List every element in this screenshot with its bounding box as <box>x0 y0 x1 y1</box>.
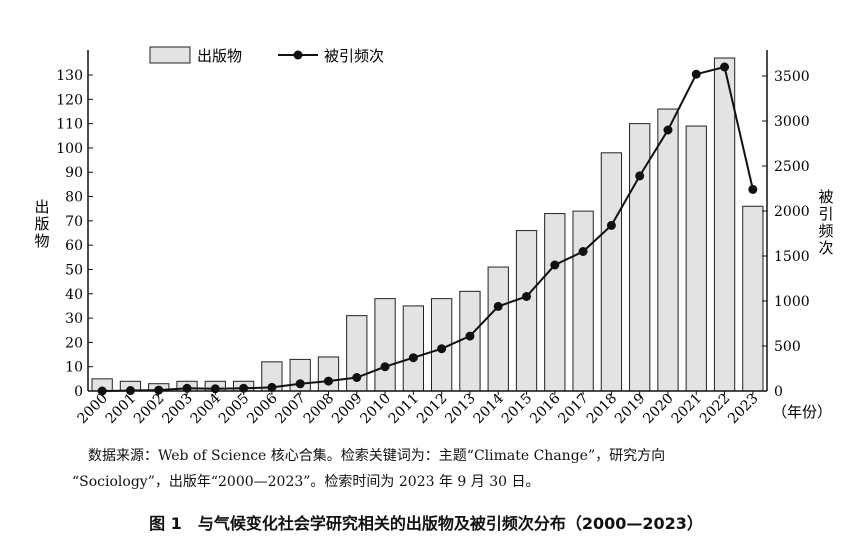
right-tick-label: 1000 <box>774 294 810 310</box>
left-tick-label: 10 <box>65 360 83 376</box>
line-point <box>323 376 333 386</box>
left-tick-label: 130 <box>56 68 83 84</box>
line-point <box>493 301 503 311</box>
left-tick-label: 0 <box>74 384 83 400</box>
bar <box>515 230 538 392</box>
bar <box>459 290 481 392</box>
right-axis-label-char: 引 <box>818 205 833 223</box>
line-point <box>295 379 305 389</box>
x-tick-label: 2014 <box>471 390 508 427</box>
line-point <box>267 382 277 392</box>
right-tick-label: 500 <box>774 339 801 355</box>
bar <box>657 108 679 392</box>
right-tick-label: 3000 <box>774 114 810 130</box>
figure-caption: 图 1 与气候变化社会学研究相关的出版物及被引频次分布（2000—2023） <box>149 514 703 533</box>
line-point <box>606 220 616 230</box>
line-point <box>578 247 588 256</box>
x-tick-label: 2011 <box>386 391 423 428</box>
source-note-line-2: “Sociology”，出版年“2000—2023”。检索时间为 2023 年 … <box>72 474 540 490</box>
x-tick-label: 2023 <box>725 391 762 428</box>
bar <box>742 205 764 392</box>
line-point <box>748 184 758 194</box>
left-tick-label: 70 <box>65 214 83 230</box>
left-tick-label: 120 <box>56 92 83 108</box>
left-tick-label: 30 <box>65 311 83 327</box>
line-point <box>635 171 645 181</box>
x-tick-label: 2008 <box>301 391 338 428</box>
x-tick-label: 2009 <box>329 391 366 428</box>
x-tick-label: 2016 <box>527 390 564 427</box>
x-tick-label: 2002 <box>131 391 168 428</box>
left-axis-label-char: 物 <box>34 232 49 250</box>
bar <box>402 305 425 392</box>
left-tick-label: 90 <box>65 165 83 181</box>
line-point <box>522 292 532 301</box>
bar <box>600 152 623 392</box>
x-tick-label: 2012 <box>414 391 451 428</box>
left-tick-label: 60 <box>65 238 83 254</box>
line-point <box>465 331 475 341</box>
line-point <box>154 385 164 395</box>
x-tick-label: 2021 <box>669 391 706 428</box>
x-axis-label: （年份） <box>772 403 832 421</box>
x-tick-label: 2004 <box>188 390 225 427</box>
bar <box>685 125 707 392</box>
bar <box>713 57 736 392</box>
line-point <box>210 384 220 394</box>
x-tick-label: 2010 <box>357 391 394 428</box>
citation-line <box>102 65 754 392</box>
x-tick-label: 2015 <box>499 391 536 428</box>
bar <box>572 210 594 392</box>
x-tick-label: 2018 <box>584 391 621 428</box>
x-tick-label: 2019 <box>612 391 649 428</box>
line-point <box>550 260 560 270</box>
right-tick-label: 0 <box>774 384 783 400</box>
line-point <box>380 362 390 372</box>
line-point <box>182 383 192 393</box>
right-axis-label-char: 次 <box>818 239 833 257</box>
bar <box>544 213 566 392</box>
line-point <box>125 386 135 396</box>
left-tick-label: 80 <box>65 190 83 206</box>
x-tick-label: 2006 <box>244 390 281 427</box>
line-point <box>691 69 701 79</box>
bar <box>317 356 340 392</box>
line-point <box>408 353 418 363</box>
bar <box>487 266 509 392</box>
line-point <box>437 344 447 354</box>
line-point <box>352 373 362 382</box>
right-tick-label: 1500 <box>774 249 810 265</box>
right-axis-label-char: 频 <box>818 222 833 240</box>
left-tick-label: 40 <box>65 287 83 303</box>
x-tick-label: 2005 <box>216 391 253 428</box>
legend-bar-swatch <box>149 46 191 64</box>
legend-bar-label: 出版物 <box>197 47 242 65</box>
source-note-line-1: 数据来源：Web of Science 核心合集。检索关键词为：主题“Clima… <box>88 448 666 464</box>
x-tick-label: 2007 <box>273 391 310 428</box>
right-tick-label: 2000 <box>774 204 810 220</box>
legend-line-label: 被引频次 <box>324 47 384 65</box>
line-point <box>239 383 249 393</box>
x-tick-label: 2022 <box>697 391 734 428</box>
x-tick-label: 2003 <box>159 391 196 428</box>
left-tick-label: 110 <box>56 117 83 133</box>
right-tick-label: 2500 <box>774 159 810 175</box>
left-tick-label: 20 <box>65 335 83 351</box>
right-axis-label-char: 被 <box>818 188 833 206</box>
left-axis-label-char: 版 <box>34 215 49 233</box>
left-tick-label: 100 <box>56 141 83 157</box>
combo-chart: 0 10 20 30 40 50 60 70 80 90 100 110 120 130 0 500 1000 1… <box>34 46 834 428</box>
x-tick-label: 2013 <box>442 391 479 428</box>
line-point <box>720 62 730 72</box>
left-axis-label-char: 出 <box>34 198 49 216</box>
line-point <box>663 125 673 135</box>
legend-line-marker <box>293 50 303 60</box>
x-tick-label: 2020 <box>640 391 677 428</box>
right-tick-label: 3500 <box>774 69 810 85</box>
left-tick-label: 50 <box>65 262 83 278</box>
x-tick-label: 2001 <box>103 391 140 428</box>
x-tick-label: 2017 <box>555 391 592 428</box>
line-point <box>97 386 107 396</box>
bar <box>374 298 396 392</box>
